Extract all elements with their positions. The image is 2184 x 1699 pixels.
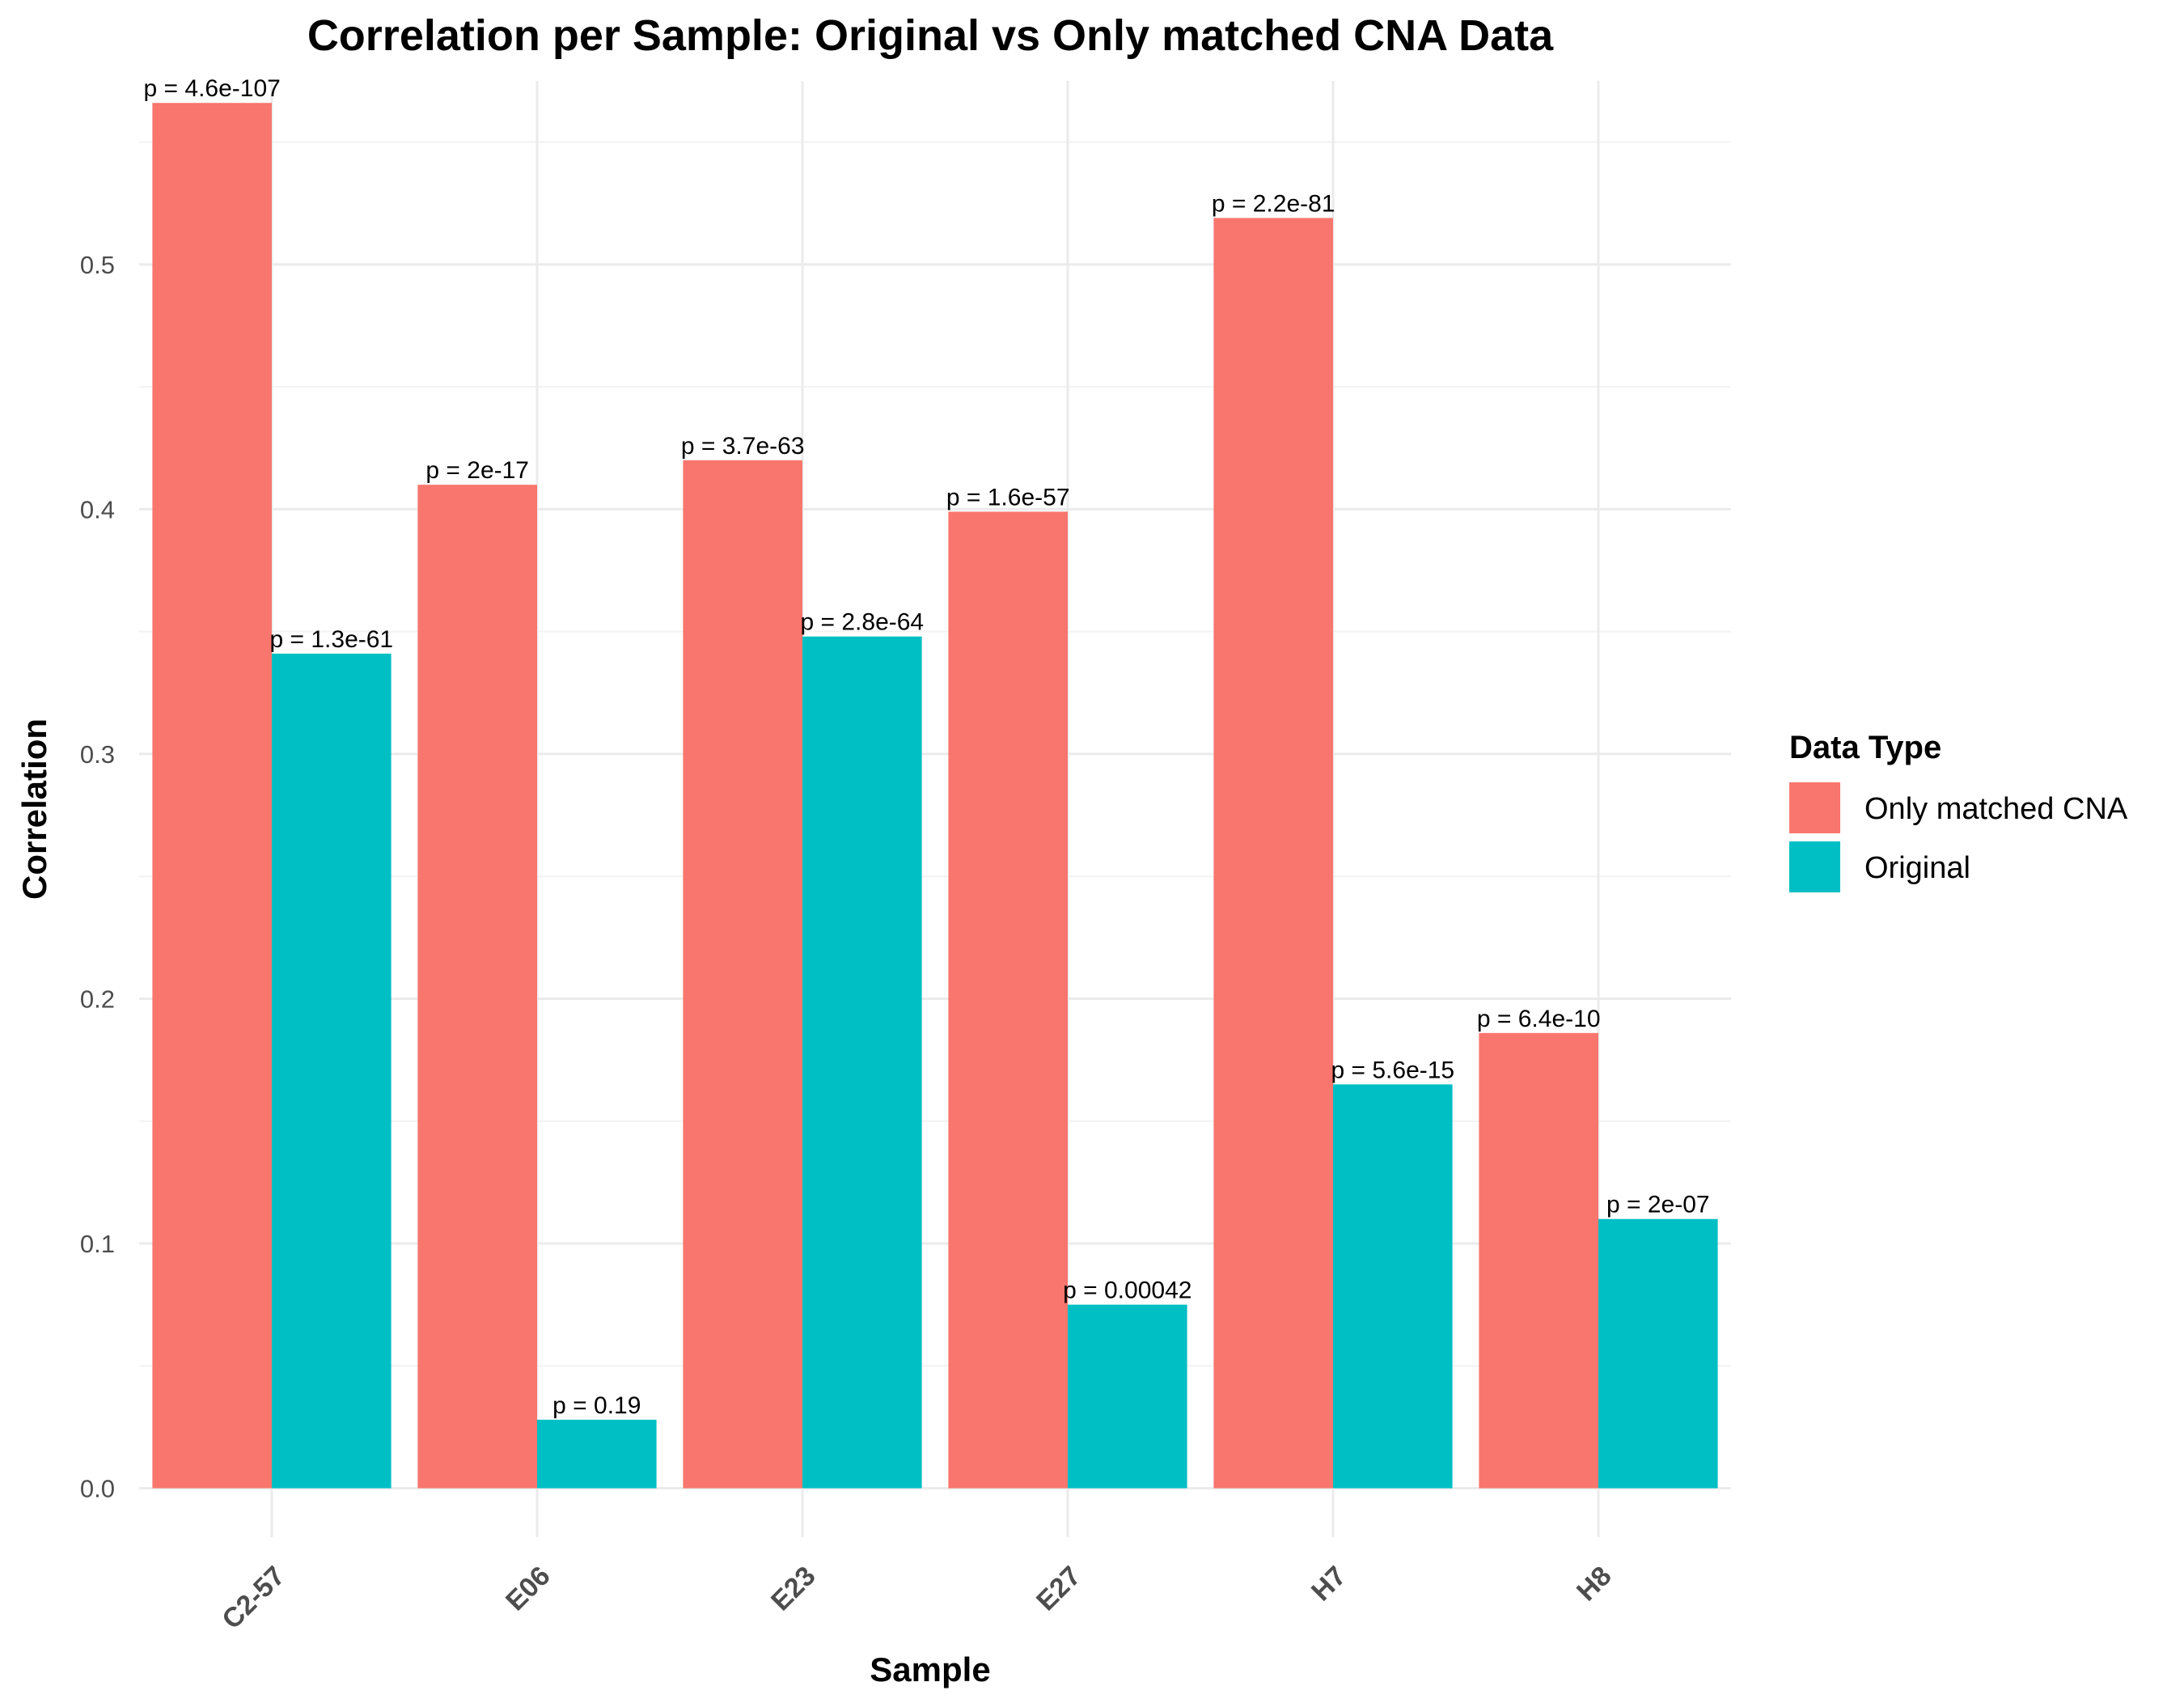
- p-value-label: p = 2e-17: [425, 457, 529, 484]
- p-value-labels: p = 4.6e-107 p = 1.3e-61 p = 2e-17 p = 0.19…: [144, 75, 1710, 1419]
- bar: [152, 103, 272, 1489]
- legend-key-original: [1789, 841, 1840, 892]
- x-tick-label: H7: [1306, 1561, 1352, 1608]
- p-value-label: p = 2.2e-81: [1212, 190, 1335, 217]
- y-tick-label: 0.4: [80, 495, 115, 523]
- y-axis: 0.0 0.1 0.2 0.3 0.4 0.5: [80, 251, 115, 1503]
- legend-key-only-matched-cna: [1789, 782, 1840, 833]
- y-tick-label: 0.0: [80, 1474, 115, 1502]
- x-tick-label: E23: [765, 1561, 822, 1617]
- y-tick-label: 0.2: [80, 985, 115, 1013]
- chart-title: Correlation per Sample: Original vs Only…: [307, 11, 1554, 60]
- legend: Data Type Only matched CNA Original: [1789, 730, 2128, 892]
- bar: [537, 1419, 657, 1489]
- bar: [948, 511, 1068, 1489]
- y-tick-label: 0.3: [80, 740, 115, 769]
- p-value-label: p = 5.6e-15: [1331, 1057, 1454, 1083]
- bar: [417, 485, 537, 1489]
- legend-label-only-matched-cna: Only matched CNA: [1864, 792, 2128, 826]
- bar: [683, 460, 802, 1489]
- p-value-label: p = 3.7e-63: [681, 433, 805, 460]
- x-tick-label: H8: [1571, 1561, 1618, 1608]
- bar: [272, 653, 392, 1489]
- bar: [1068, 1304, 1187, 1489]
- y-axis-title: Correlation: [15, 718, 53, 900]
- p-value-label: p = 4.6e-107: [144, 75, 281, 102]
- legend-title: Data Type: [1789, 730, 1941, 765]
- p-value-label: p = 2.8e-64: [800, 609, 924, 636]
- bar: [1479, 1032, 1598, 1489]
- bar: [1213, 218, 1333, 1489]
- x-axis-title: Sample: [870, 1650, 990, 1688]
- p-value-label: p = 0.00042: [1063, 1277, 1191, 1304]
- x-tick-label: E06: [500, 1561, 557, 1617]
- p-value-label: p = 2e-07: [1606, 1192, 1710, 1218]
- x-tick-label: E27: [1031, 1561, 1087, 1617]
- legend-label-original: Original: [1864, 851, 1970, 885]
- y-tick-label: 0.5: [80, 251, 115, 279]
- x-axis: C2-57 E06 E23 E27 H7 H8: [216, 1561, 1617, 1635]
- p-value-label: p = 1.3e-61: [269, 626, 393, 653]
- p-value-label: p = 6.4e-10: [1477, 1006, 1601, 1032]
- bar: [802, 636, 922, 1489]
- y-tick-label: 0.1: [80, 1230, 115, 1258]
- p-value-label: p = 0.19: [552, 1392, 641, 1419]
- bar: [1598, 1218, 1718, 1489]
- bar: [1333, 1084, 1453, 1489]
- x-tick-label: C2-57: [216, 1561, 290, 1635]
- p-value-label: p = 1.6e-57: [946, 484, 1070, 511]
- bars: [152, 103, 1718, 1489]
